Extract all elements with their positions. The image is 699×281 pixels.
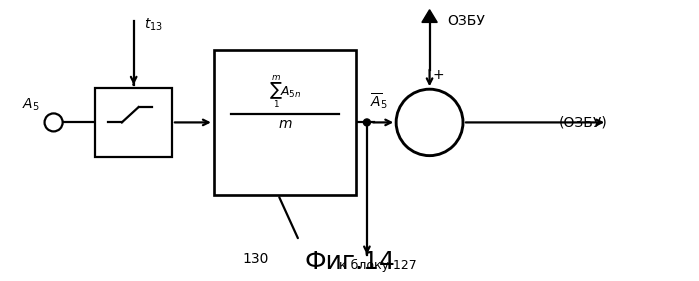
Text: $\overline{A}_5$: $\overline{A}_5$ xyxy=(370,91,388,111)
Bar xyxy=(95,88,172,157)
Text: ОЗБУ: ОЗБУ xyxy=(447,14,485,28)
Text: к блоку 127: к блоку 127 xyxy=(339,259,417,272)
Ellipse shape xyxy=(363,119,370,126)
Bar xyxy=(214,50,356,195)
Text: Фиг.14: Фиг.14 xyxy=(304,250,395,274)
Text: $m$: $m$ xyxy=(278,117,292,131)
Text: (ОЗБУ): (ОЗБУ) xyxy=(559,115,607,130)
Text: $t_{13}$: $t_{13}$ xyxy=(144,17,163,33)
Text: +: + xyxy=(433,68,445,82)
Polygon shape xyxy=(422,10,437,22)
Ellipse shape xyxy=(45,114,63,132)
Text: $\sum_1^m A_{5n}$: $\sum_1^m A_{5n}$ xyxy=(269,74,301,111)
Ellipse shape xyxy=(396,89,463,156)
Text: 130: 130 xyxy=(243,252,268,266)
Text: $A_5$: $A_5$ xyxy=(22,96,39,113)
